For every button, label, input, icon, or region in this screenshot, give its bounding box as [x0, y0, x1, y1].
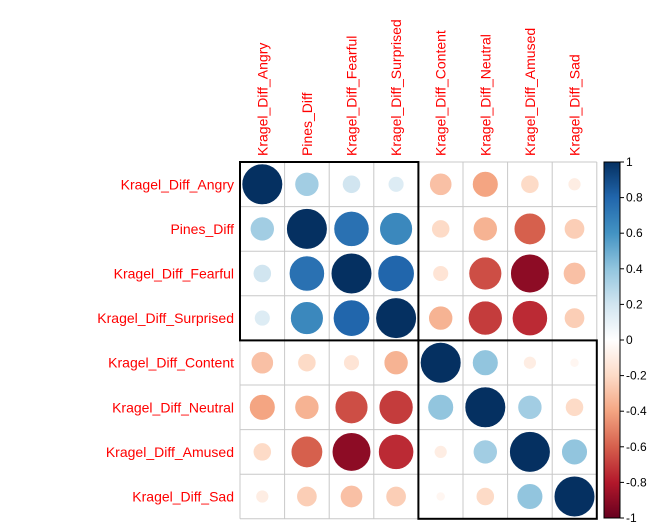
correlation-circles	[241, 163, 596, 518]
correlation-circle	[385, 486, 407, 507]
correlation-circle	[472, 216, 498, 242]
column-label: Kragel_Diff_Fearful	[344, 36, 360, 156]
correlation-circle	[565, 397, 584, 417]
row-label: Kragel_Diff_Surprised	[97, 310, 234, 326]
row-label: Kragel_Diff_Angry	[121, 176, 234, 192]
correlation-circle	[378, 434, 414, 470]
column-label: Kragel_Diff_Sad	[567, 54, 583, 156]
correlation-circle	[290, 301, 324, 335]
correlation-circle	[564, 218, 585, 240]
correlation-circle	[297, 353, 317, 373]
row-label: Kragel_Diff_Fearful	[114, 266, 234, 282]
colorbar: 1 0.8 0.6 0.4 0.2 0 -0.2 -0.4 -0.6 -0.8 -1	[603, 155, 647, 525]
cluster-boxes	[239, 161, 598, 520]
correlation-circle	[255, 489, 270, 504]
correlation-circle	[249, 216, 275, 242]
correlation-circle	[472, 349, 499, 376]
correlation-circle	[564, 307, 585, 329]
correlation-circle	[290, 435, 323, 468]
correlation-circle	[294, 171, 320, 197]
correlation-circle	[379, 212, 413, 246]
correlation-circle	[435, 491, 446, 502]
correlation-circle	[517, 394, 543, 420]
correlation-circle	[420, 342, 462, 384]
column-label: Kragel_Diff_Neutral	[477, 34, 493, 156]
correlation-circle	[330, 252, 373, 295]
correlation-circle	[468, 256, 502, 291]
correlation-circle	[429, 172, 453, 196]
correlation-circle	[433, 445, 448, 459]
colorbar-tick-label: -0.2	[626, 369, 647, 383]
correlation-circle	[340, 485, 363, 508]
colorbar-tick-label: -0.6	[626, 440, 647, 454]
correlation-circle	[431, 219, 451, 239]
correlation-circle	[553, 475, 596, 518]
row-label: Kragel_Diff_Neutral	[112, 399, 234, 415]
row-label: Pines_Diff	[170, 221, 234, 237]
correlation-circle	[510, 253, 550, 294]
correlation-circle	[472, 439, 498, 465]
column-label: Kragel_Diff_Amused	[522, 28, 538, 156]
correlation-circle	[567, 177, 582, 192]
column-label: Pines_Diff	[299, 92, 315, 156]
correlation-circle	[333, 211, 370, 247]
correlation-circle	[516, 483, 544, 510]
correlation-circle	[472, 171, 499, 198]
correlation-circle	[250, 351, 274, 375]
row-label: Kragel_Diff_Amused	[106, 444, 234, 460]
correlation-circle	[387, 176, 405, 193]
correlation-circle	[383, 350, 409, 376]
colorbar-tick-label: -0.8	[626, 475, 647, 489]
correlation-circle	[513, 212, 546, 245]
column-label: Kragel_Diff_Content	[433, 30, 449, 156]
correlation-circle	[523, 355, 537, 370]
correlation-circle	[427, 394, 454, 421]
cluster-box	[239, 161, 420, 342]
cluster-box	[417, 339, 598, 520]
correlation-circle	[334, 390, 369, 424]
row-label: Kragel_Diff_Sad	[132, 489, 234, 505]
colorbar-tick-label: -1	[626, 511, 637, 525]
correlation-circle	[289, 255, 325, 292]
correlation-circle	[569, 357, 580, 368]
colorbar-tick-label: 1	[626, 155, 633, 169]
variable-labels: Kragel_Diff_Angry Kragel_Diff_Angry Pines_…	[97, 19, 582, 504]
correlation-circle	[375, 297, 417, 339]
correlation-circle	[296, 486, 318, 507]
correlation-circle	[254, 309, 271, 327]
correlation-circle	[378, 390, 414, 425]
colorbar-tick-label: -0.4	[626, 404, 647, 418]
colorbar-tick-label: 0.8	[626, 191, 643, 205]
colorbar-tick-label: 0.2	[626, 297, 643, 311]
column-label: Kragel_Diff_Angry	[254, 43, 270, 156]
correlation-circle	[342, 174, 361, 194]
correlation-circle	[333, 299, 370, 337]
correlation-circle	[286, 208, 328, 250]
correlation-circle	[252, 442, 272, 462]
correlation-circle	[249, 394, 276, 421]
correlation-circle	[252, 264, 272, 283]
correlation-circle	[512, 300, 548, 336]
correlation-circle	[563, 262, 586, 285]
correlation-circle	[432, 265, 449, 282]
correlation-circle	[468, 300, 503, 336]
correlation-circle	[428, 305, 454, 331]
correlation-circle	[241, 163, 283, 205]
colorbar-gradient	[603, 161, 621, 519]
correlation-circle	[377, 255, 415, 292]
row-label: Kragel_Diff_Content	[108, 355, 234, 371]
correlation-circle	[475, 487, 495, 506]
colorbar-tick-label: 0.4	[626, 262, 643, 276]
correlation-circle	[520, 174, 540, 194]
correlation-circle	[343, 354, 360, 371]
correlation-circle	[561, 438, 588, 466]
column-label: Kragel_Diff_Surprised	[388, 19, 404, 156]
correlation-circle	[464, 386, 506, 428]
correlation-circle	[331, 432, 372, 472]
colorbar-tick-label: 0	[626, 333, 633, 347]
correlation-circle	[294, 394, 320, 420]
correlation-circle	[509, 431, 551, 473]
colorbar-tick-label: 0.6	[626, 226, 643, 240]
